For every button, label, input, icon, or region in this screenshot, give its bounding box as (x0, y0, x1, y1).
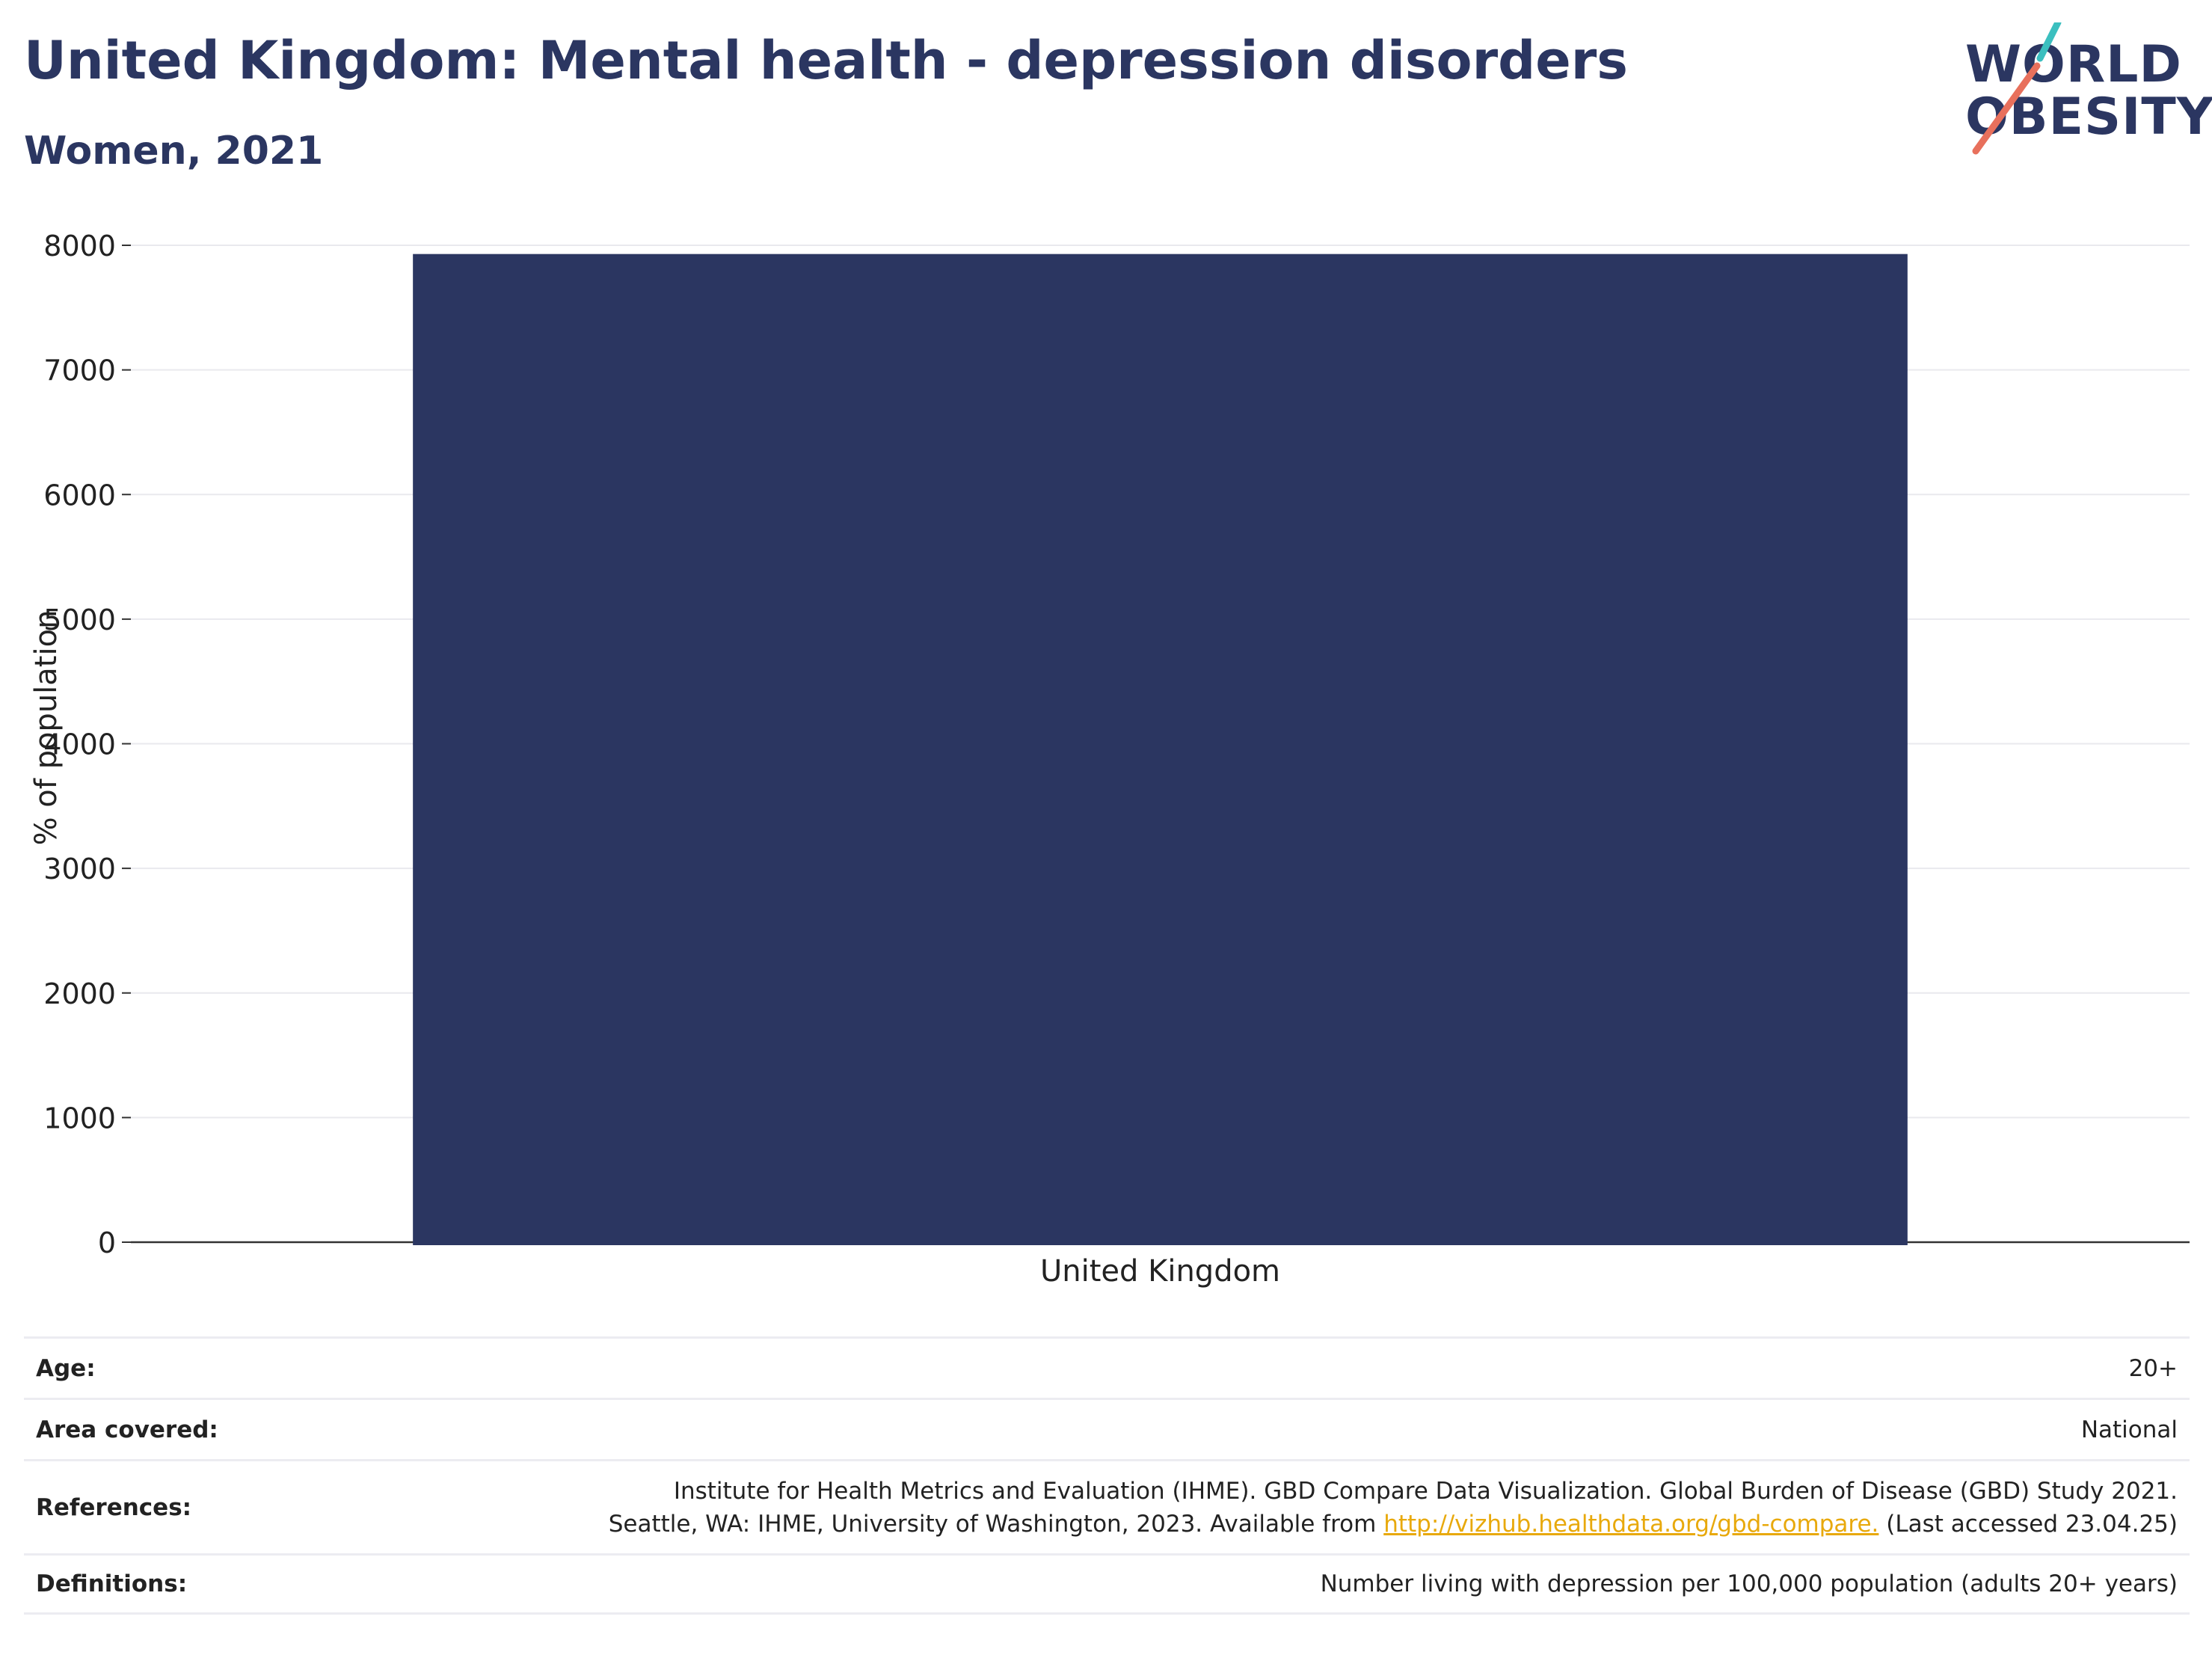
y-tick-label: 4000 (43, 728, 116, 761)
definitions-label: Definitions: (36, 1570, 188, 1597)
logo-slash-icon (1972, 22, 2062, 155)
references-value: Institute for Health Metrics and Evaluat… (609, 1475, 2178, 1541)
y-tick-label: 6000 (43, 479, 116, 512)
y-tick-label: 7000 (43, 354, 116, 387)
logo-line-2: OBESITY (1965, 87, 2212, 147)
y-tick-label: 8000 (43, 230, 116, 262)
area-value: National (2080, 1416, 2178, 1443)
chart-subtitle: Women, 2021 (24, 129, 324, 174)
x-tick-labels: United Kingdom (1040, 1254, 1280, 1289)
y-tick-label: 1000 (43, 1102, 116, 1134)
info-row-definitions: Definitions: Number living with depressi… (24, 1553, 2190, 1615)
bars (413, 254, 1908, 1245)
y-tick-labels: 0 1000 2000 3000 4000 5000 6000 7000 8000 (43, 230, 116, 1259)
age-label: Age: (36, 1354, 96, 1382)
bar-chart: 0 1000 2000 3000 4000 5000 6000 7000 8000 United… (43, 230, 2190, 1289)
definitions-value: Number living with depression per 100,00… (1320, 1570, 2178, 1597)
world-obesity-logo: WORLD OBESITY (1944, 22, 2212, 157)
references-label: References: (36, 1493, 192, 1521)
references-line-2-post: (Last accessed 23.04.25) (1878, 1510, 2178, 1538)
y-tick-label: 5000 (43, 604, 116, 636)
age-value: 20+ (2128, 1354, 2178, 1382)
y-tick-label: 3000 (43, 853, 116, 885)
info-row-age: Age: 20+ (24, 1336, 2190, 1398)
chart-title: United Kingdom: Mental health - depressi… (24, 30, 1628, 91)
y-tick-label: 2000 (43, 977, 116, 1010)
info-row-references: References: Institute for Health Metrics… (24, 1459, 2190, 1553)
y-tick-label: 0 (98, 1226, 116, 1259)
references-line-2-pre: Seattle, WA: IHME, University of Washing… (608, 1510, 1384, 1538)
info-row-area: Area covered: National (24, 1398, 2190, 1459)
bar (413, 254, 1908, 1245)
logo-line-1: WORLD (1965, 35, 2182, 94)
references-link[interactable]: http://vizhub.healthdata.org/gbd-compare… (1383, 1510, 1879, 1538)
info-table: Age: 20+ Area covered: National Referenc… (24, 1336, 2190, 1615)
references-line-1: Institute for Health Metrics and Evaluat… (673, 1477, 2178, 1505)
x-tick-label: United Kingdom (1040, 1254, 1280, 1289)
area-label: Area covered: (36, 1416, 218, 1443)
